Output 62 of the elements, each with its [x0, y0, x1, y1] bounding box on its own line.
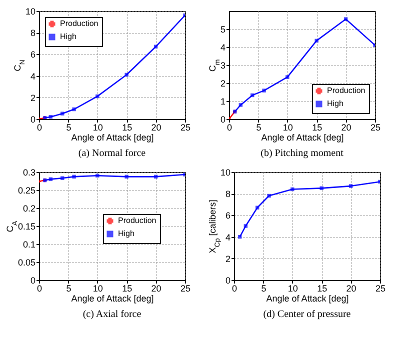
- y-tick-label: 0.15: [18, 222, 36, 232]
- y-tick-label: 5: [220, 24, 226, 34]
- text: (b) Pitching moment: [260, 148, 344, 159]
- y-tick-label: 10: [25, 6, 36, 16]
- legend-label: Production: [60, 19, 98, 28]
- x-tick-label: 5: [256, 122, 262, 132]
- x-tick-label: 0: [232, 284, 238, 294]
- x-tick-label: 15: [317, 284, 328, 294]
- text: (c) Axial force: [82, 309, 142, 320]
- y-tick-label: 0: [30, 114, 36, 124]
- y-tick-label: 6: [30, 50, 36, 60]
- y-tick-label: 0.1: [22, 240, 36, 250]
- x-tick-label: 20: [151, 122, 162, 132]
- x-tick-label: 0: [36, 284, 42, 294]
- x-tick-label: 25: [370, 122, 381, 132]
- y-tick-label: 0: [225, 276, 230, 286]
- x-tick-label: 15: [312, 122, 322, 132]
- y-tick-label: 0.05: [18, 258, 36, 268]
- text: (a) Normal force: [78, 148, 146, 159]
- x-tick-label: 10: [288, 284, 298, 294]
- x-axis-title: Angle of Attack [deg]: [266, 294, 349, 304]
- x-tick-label: 20: [346, 284, 356, 294]
- legend-label: Production: [118, 216, 156, 225]
- x-tick-label: 10: [92, 122, 103, 132]
- x-tick-label: 10: [92, 284, 103, 294]
- legend-label: High: [327, 99, 344, 108]
- y-tick-label: 8: [30, 28, 36, 38]
- x-tick-label: 15: [122, 122, 132, 132]
- y-tick-label: 2: [220, 78, 226, 88]
- y-tick-label: 0: [220, 114, 226, 124]
- y-tick-label: 4: [220, 42, 226, 52]
- y-tick-label: 4: [225, 232, 230, 242]
- x-tick-label: 15: [122, 284, 132, 294]
- x-tick-label: 20: [341, 122, 352, 132]
- x-tick-label: 10: [282, 122, 293, 132]
- x-tick-label: 5: [66, 284, 72, 294]
- y-tick-label: 0.25: [18, 186, 36, 196]
- x-tick-label: 25: [180, 284, 191, 294]
- x-tick-label: 20: [151, 284, 162, 294]
- y-tick-label: 2: [30, 92, 36, 103]
- x-tick-label: 5: [66, 122, 72, 132]
- y-tick-label: 4: [30, 71, 36, 82]
- y-tick-label: 0: [30, 276, 36, 286]
- x-tick-label: 25: [180, 122, 191, 132]
- text: (d) Center of pressure: [263, 309, 352, 320]
- legend-label: Production: [327, 86, 366, 95]
- x-tick-label: 25: [375, 284, 386, 294]
- y-tick-label: 8: [225, 189, 230, 200]
- legend-label: High: [60, 32, 76, 41]
- y-tick-label: 3: [220, 60, 226, 70]
- x-axis-title: Angle of Attack [deg]: [71, 294, 154, 304]
- y-tick-label: 2: [225, 254, 230, 264]
- y-tick-label: 0.3: [22, 168, 36, 178]
- y-tick-label: 6: [225, 210, 230, 221]
- y-tick-label: 1: [220, 96, 226, 106]
- x-axis-title: Angle of Attack [deg]: [71, 132, 154, 142]
- y-tick-label: 10: [220, 168, 230, 178]
- x-tick-label: 5: [261, 284, 266, 294]
- legend-label: High: [118, 229, 134, 238]
- x-axis-title: Angle of Attack [deg]: [261, 132, 344, 142]
- x-tick-label: 0: [36, 122, 42, 132]
- y-tick-label: 0.2: [22, 204, 36, 214]
